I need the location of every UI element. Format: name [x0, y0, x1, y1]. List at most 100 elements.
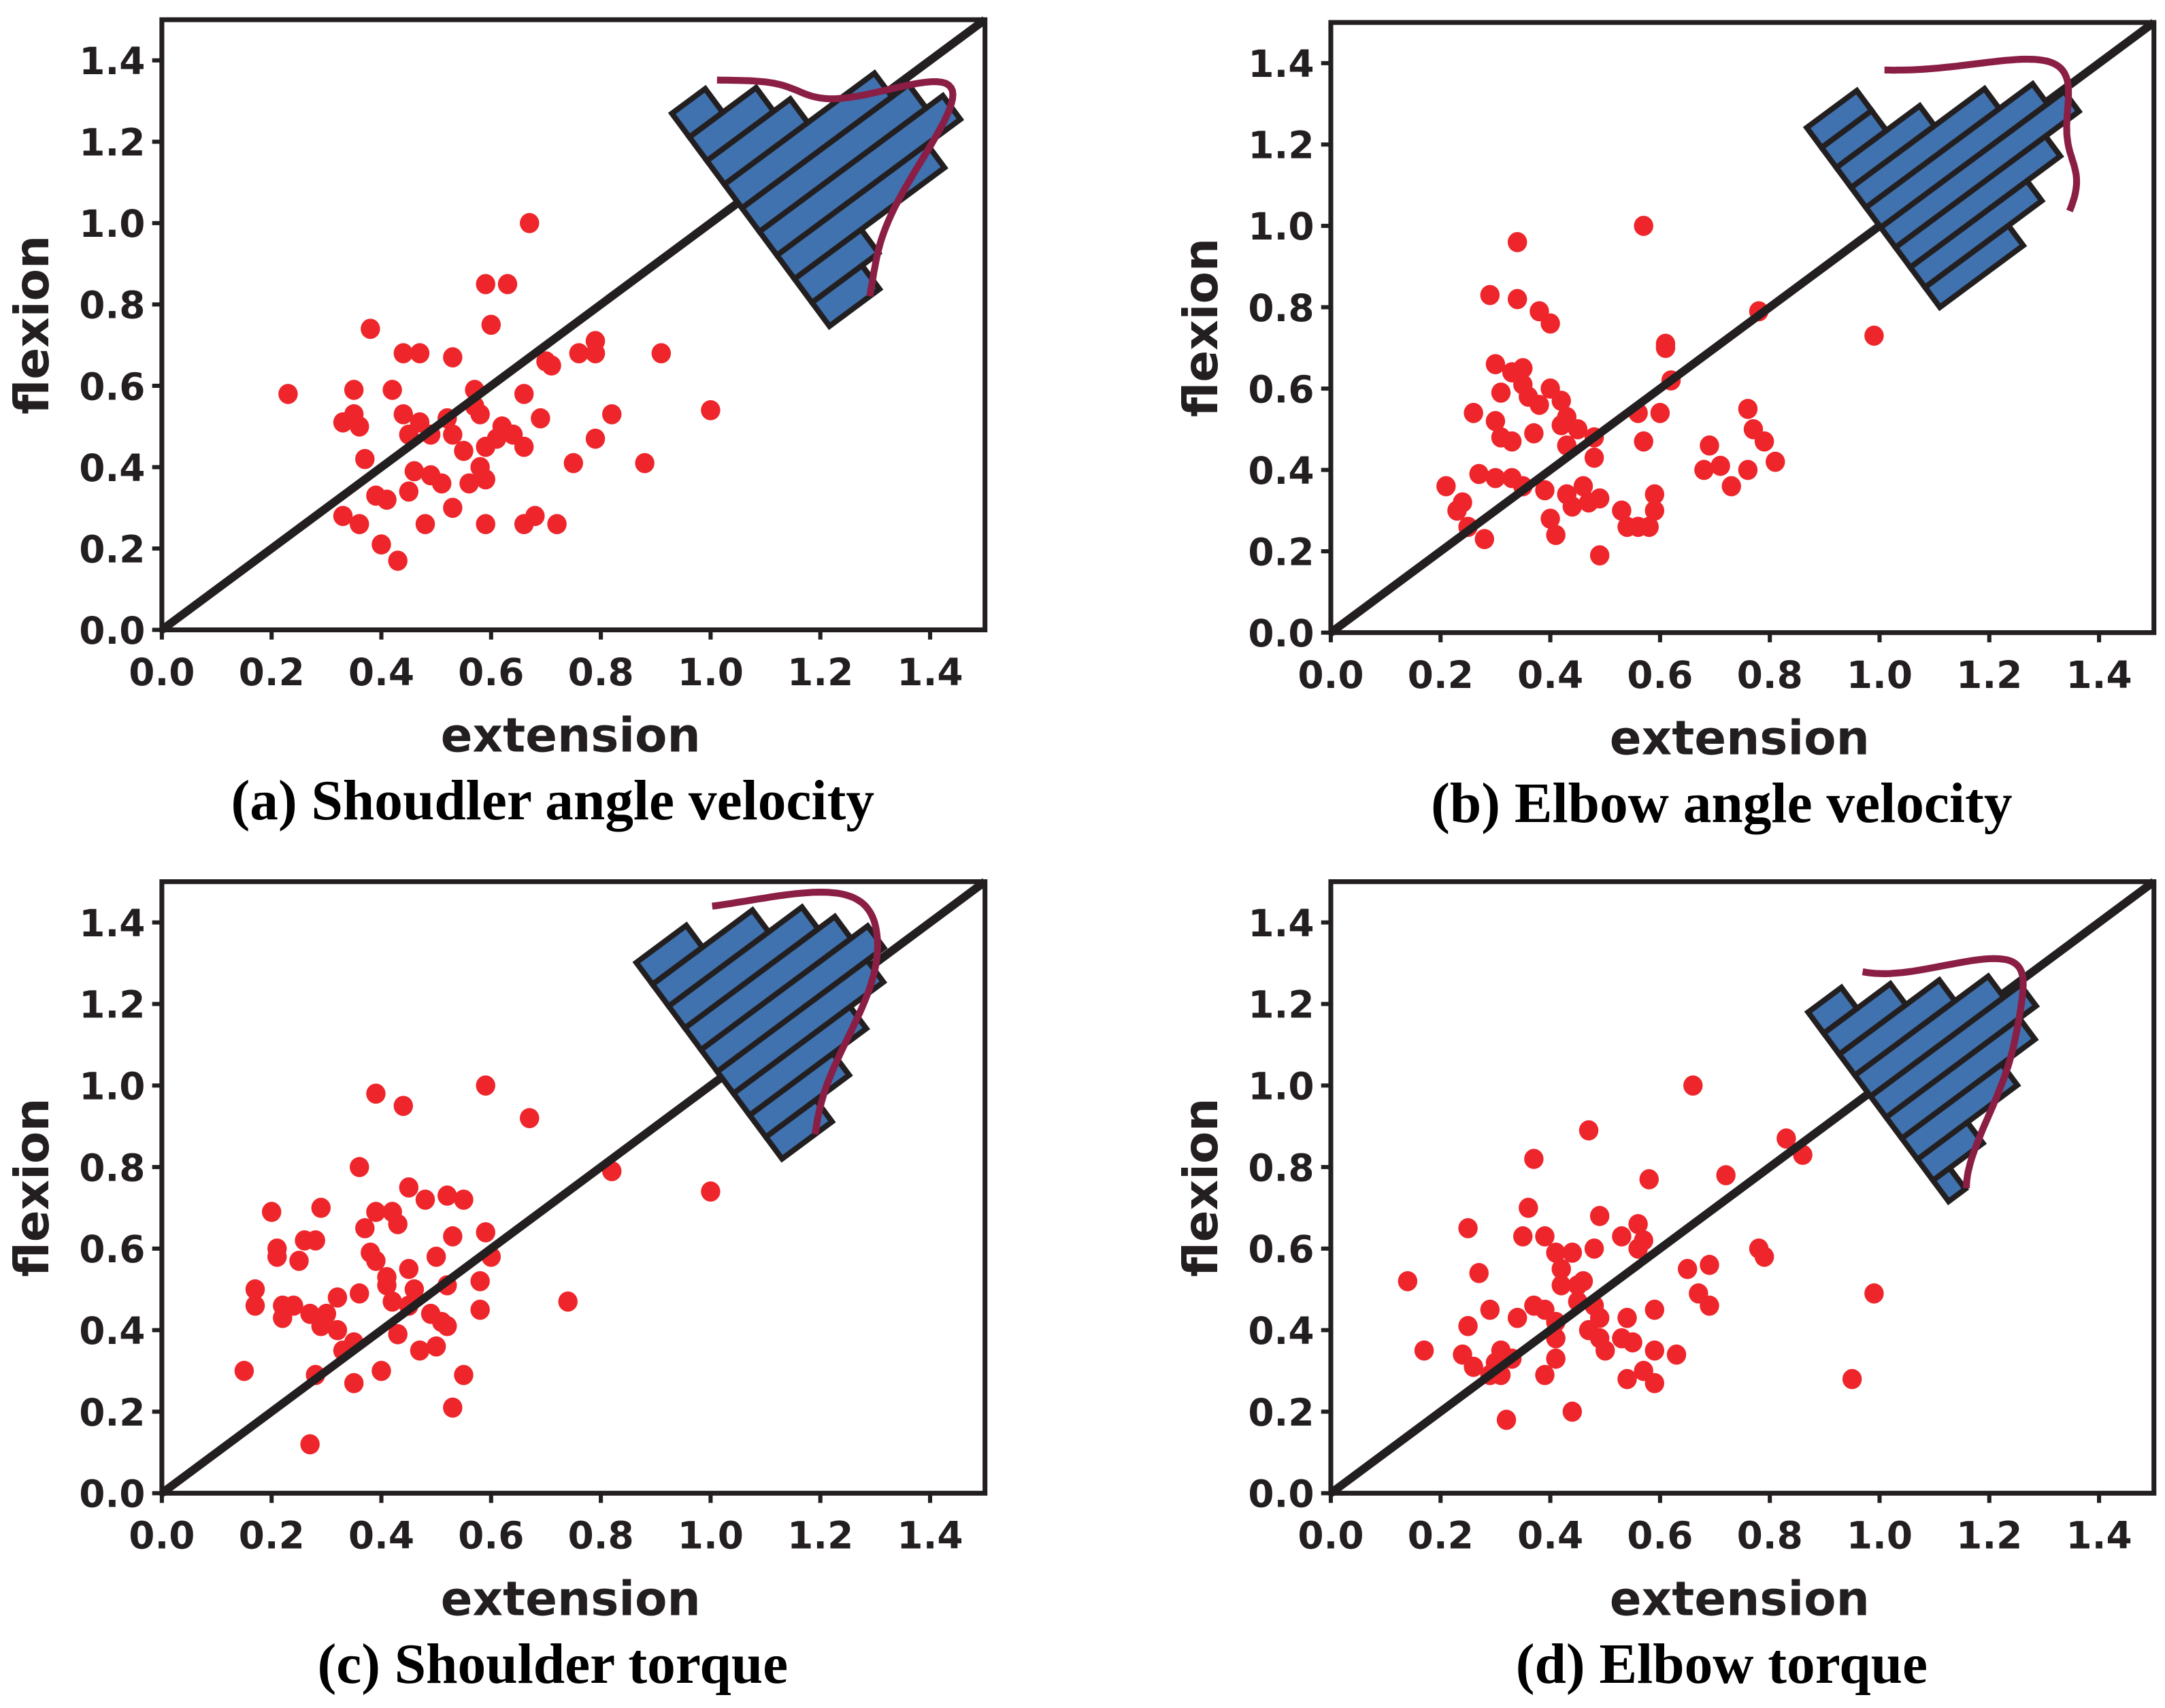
x-tick-label: 1.0: [1847, 1514, 1913, 1558]
data-point: [388, 1214, 408, 1234]
data-point: [454, 1189, 474, 1210]
data-point: [1842, 1368, 1862, 1390]
data-point: [1589, 1206, 1610, 1226]
x-axis-label: extension: [441, 709, 701, 763]
data-point: [426, 1336, 446, 1357]
data-point: [1546, 1243, 1566, 1263]
y-tick-label: 0.4: [79, 1309, 145, 1353]
data-point: [1540, 313, 1560, 334]
data-point: [393, 343, 413, 363]
y-tick-label: 0.6: [1248, 1228, 1314, 1271]
data-point: [245, 1279, 265, 1300]
data-point: [585, 343, 606, 363]
x-tick-label: 1.4: [2066, 1514, 2132, 1558]
data-point: [1589, 488, 1610, 509]
data-point: [1584, 447, 1604, 468]
y-tick-label: 0.8: [1248, 1146, 1314, 1189]
data-point: [1754, 431, 1774, 452]
histogram-bar: [721, 69, 896, 212]
kde-curve: [1884, 55, 2081, 213]
x-axis-label: extension: [441, 1572, 701, 1626]
data-point: [1683, 1075, 1703, 1096]
y-tick-label: 0.0: [1248, 612, 1314, 655]
x-tick-label: 1.0: [1847, 653, 1913, 697]
data-point: [261, 1202, 282, 1222]
data-point: [443, 497, 463, 519]
data-point: [1623, 1332, 1642, 1353]
data-point: [1700, 1295, 1719, 1316]
y-tick-label: 0.0: [79, 1473, 145, 1516]
y-tick-label: 1.0: [79, 1065, 145, 1108]
data-point: [1398, 1270, 1418, 1292]
data-point: [361, 318, 380, 340]
data-point: [366, 1202, 386, 1222]
data-point: [415, 514, 435, 535]
subplot-title: (b) Elbow angle velocity: [1431, 772, 2012, 835]
x-tick-label: 0.8: [567, 651, 633, 694]
data-point: [355, 1218, 375, 1238]
data-point: [1502, 431, 1522, 452]
data-point: [1710, 455, 1730, 476]
data-point: [1464, 1356, 1483, 1377]
x-tick-label: 0.6: [458, 651, 524, 694]
data-point: [443, 1397, 463, 1418]
y-tick-label: 0.2: [79, 1391, 145, 1434]
y-tick-label: 0.6: [79, 365, 145, 408]
x-tick-label: 0.8: [567, 1514, 633, 1558]
difference-histogram: [1804, 972, 2040, 1206]
data-point: [443, 1226, 463, 1247]
data-point: [1551, 391, 1571, 411]
data-point: [273, 1307, 293, 1328]
data-point: [1645, 1373, 1665, 1394]
data-point: [333, 506, 353, 527]
data-point: [1546, 1348, 1566, 1369]
data-point: [476, 274, 495, 295]
x-tick-label: 0.8: [1737, 1514, 1803, 1558]
data-point: [651, 343, 672, 363]
data-point: [1666, 1344, 1687, 1365]
data-point: [305, 1230, 325, 1251]
x-tick-label: 1.2: [787, 1514, 853, 1558]
data-point: [1507, 1307, 1527, 1328]
data-point: [1507, 289, 1527, 310]
data-point: [289, 1251, 309, 1271]
data-point: [366, 1083, 386, 1104]
data-point: [1721, 476, 1741, 497]
data-point: [1634, 431, 1653, 452]
data-point: [1551, 414, 1571, 436]
histogram-bar: [667, 84, 727, 142]
data-point: [1766, 451, 1785, 472]
data-point: [377, 1275, 397, 1296]
data-point: [1645, 1299, 1665, 1320]
data-point: [327, 1287, 348, 1308]
data-point: [311, 1315, 331, 1336]
data-point: [454, 1364, 474, 1385]
y-tick-label: 1.2: [1248, 124, 1314, 167]
data-point: [1464, 403, 1483, 423]
histogram-bar: [1832, 101, 1938, 192]
data-point: [470, 404, 490, 425]
data-point: [1655, 333, 1676, 355]
subplot-a: 0.0 0.2 0.4 0.6 0.8 1.0 1.2 1.4 0.0 0.2 0.4 0.6 0.8 1…: [5, 16, 988, 832]
data-point: [1414, 1340, 1434, 1361]
y-tick-label: 1.0: [79, 202, 145, 246]
y-tick-label: 0.8: [79, 284, 145, 327]
data-point: [1540, 508, 1560, 529]
y-tick-label: 0.6: [79, 1228, 145, 1271]
subplot-c: 0.0 0.2 0.4 0.6 0.8 1.0 1.2 1.4 0.0 0.2 0.4 0.6 0.8 1…: [5, 878, 988, 1696]
y-tick-label: 0.4: [79, 446, 145, 490]
data-point: [1480, 284, 1500, 306]
data-point: [1573, 476, 1593, 497]
data-point: [399, 1177, 419, 1198]
y-tick-label: 0.0: [1248, 1473, 1314, 1516]
data-point: [1436, 476, 1456, 497]
data-point: [399, 1258, 419, 1279]
data-point: [1469, 1262, 1489, 1283]
data-point: [1524, 1149, 1544, 1169]
axes-frame: [1328, 20, 2157, 636]
data-point: [1634, 216, 1653, 236]
data-point: [1694, 459, 1714, 480]
data-point: [481, 314, 501, 335]
data-point: [1639, 1169, 1659, 1189]
